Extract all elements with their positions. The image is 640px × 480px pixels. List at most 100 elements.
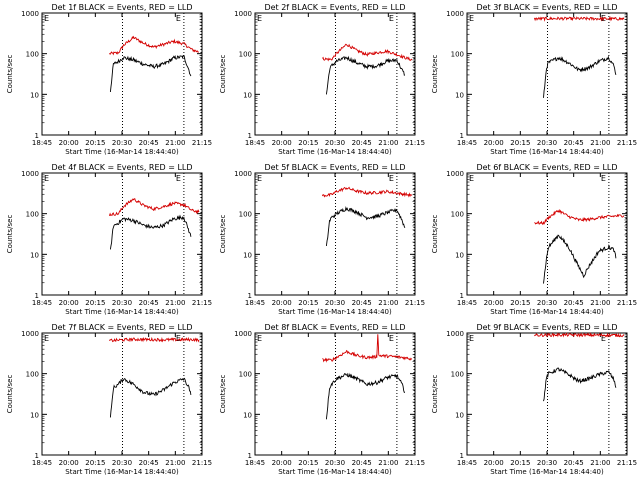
event-marker-label: E bbox=[257, 334, 262, 343]
events-series-line bbox=[543, 234, 617, 284]
detector-panel-4: Det 4f BLACK = Events, RED = LLD Counts/s… bbox=[6, 163, 212, 316]
x-tick-label: 18:45 bbox=[32, 459, 52, 467]
y-tick-label: 10 bbox=[30, 91, 39, 99]
y-tick-label: 100 bbox=[451, 371, 464, 379]
x-tick-label: 20:30 bbox=[537, 299, 557, 307]
x-tick-label: 20:15 bbox=[85, 139, 105, 147]
x-tick-label: 18:45 bbox=[32, 299, 52, 307]
panel-title: Det 1f BLACK = Events, RED = LLD bbox=[51, 3, 192, 12]
event-marker-label: E bbox=[601, 334, 606, 343]
x-tick-label: 21:15 bbox=[192, 299, 212, 307]
y-tick-label: 1 bbox=[248, 132, 252, 140]
panel-title: Det 9f BLACK = Events, RED = LLD bbox=[476, 323, 617, 332]
y-tick-label: 1 bbox=[460, 132, 464, 140]
y-axis-label: Counts/sec bbox=[219, 375, 227, 414]
plot-frame bbox=[41, 172, 203, 296]
y-tick-label: 1 bbox=[248, 292, 252, 300]
y-axis-label: Counts/sec bbox=[6, 55, 14, 94]
x-tick-label: 21:00 bbox=[165, 299, 185, 307]
y-tick-label: 10 bbox=[30, 251, 39, 259]
y-tick-label: 1 bbox=[35, 292, 39, 300]
lld-series-line bbox=[321, 186, 413, 198]
y-axis-label: Counts/sec bbox=[431, 375, 439, 414]
x-axis-label: Start Time (16-Mar-14 18:44:40) bbox=[490, 468, 604, 476]
x-tick-label: 20:15 bbox=[85, 459, 105, 467]
x-tick-label: 20:00 bbox=[484, 459, 504, 467]
y-tick-label: 1 bbox=[460, 292, 464, 300]
events-series-line bbox=[325, 55, 406, 95]
panel-title: Det 4f BLACK = Events, RED = LLD bbox=[51, 163, 192, 172]
x-axis-label: Start Time (16-Mar-14 18:44:40) bbox=[278, 468, 392, 476]
event-marker-label: E bbox=[469, 14, 474, 23]
detector-panel-8: Det 8f BLACK = Events, RED = LLD Counts/s… bbox=[219, 323, 425, 476]
x-tick-label: 20:45 bbox=[564, 139, 584, 147]
y-axis-label: Counts/sec bbox=[431, 215, 439, 254]
y-axis-label: Counts/sec bbox=[6, 375, 14, 414]
event-marker-label: E bbox=[389, 14, 394, 23]
x-tick-label: 21:00 bbox=[590, 139, 610, 147]
y-tick-label: 10 bbox=[243, 411, 252, 419]
x-axis-label: Start Time (16-Mar-14 18:44:40) bbox=[278, 148, 392, 156]
x-tick-label: 21:00 bbox=[165, 139, 185, 147]
event-marker-label: E bbox=[601, 174, 606, 183]
y-tick-label: 1000 bbox=[234, 330, 252, 338]
x-tick-label: 20:15 bbox=[510, 299, 530, 307]
y-tick-label: 1 bbox=[35, 132, 39, 140]
x-tick-label: 21:00 bbox=[590, 299, 610, 307]
y-tick-label: 1000 bbox=[21, 330, 39, 338]
event-marker-label: E bbox=[44, 14, 49, 23]
events-series-line bbox=[109, 214, 192, 250]
x-tick-label: 20:00 bbox=[272, 139, 292, 147]
panel-title: Det 3f BLACK = Events, RED = LLD bbox=[476, 3, 617, 12]
x-tick-label: 18:45 bbox=[245, 299, 265, 307]
lld-series-line bbox=[534, 208, 625, 226]
lld-series-line bbox=[109, 336, 200, 343]
y-tick-label: 1000 bbox=[21, 170, 39, 178]
x-tick-label: 21:00 bbox=[378, 459, 398, 467]
plot-frame bbox=[466, 332, 628, 456]
x-tick-label: 21:00 bbox=[165, 459, 185, 467]
x-tick-label: 20:45 bbox=[352, 299, 372, 307]
x-axis-label: Start Time (16-Mar-14 18:44:40) bbox=[490, 148, 604, 156]
y-tick-label: 100 bbox=[26, 51, 39, 59]
x-axis-label: Start Time (16-Mar-14 18:44:40) bbox=[65, 468, 179, 476]
x-tick-label: 20:15 bbox=[298, 299, 318, 307]
events-series-line bbox=[109, 377, 192, 418]
y-tick-label: 100 bbox=[451, 51, 464, 59]
x-tick-label: 18:45 bbox=[457, 459, 477, 467]
detector-panel-3: Det 3f BLACK = Events, RED = LLD Counts/s… bbox=[431, 3, 637, 156]
y-tick-label: 10 bbox=[243, 251, 252, 259]
y-tick-label: 1000 bbox=[234, 170, 252, 178]
event-marker-label: E bbox=[44, 174, 49, 183]
x-tick-label: 18:45 bbox=[457, 299, 477, 307]
x-tick-label: 21:15 bbox=[405, 459, 425, 467]
y-tick-label: 100 bbox=[26, 211, 39, 219]
plot-frame bbox=[466, 172, 628, 296]
detector-panel-6: Det 6f BLACK = Events, RED = LLD Counts/s… bbox=[431, 163, 637, 316]
y-tick-label: 1000 bbox=[234, 10, 252, 18]
y-tick-label: 1000 bbox=[446, 170, 464, 178]
event-marker-label: E bbox=[257, 174, 262, 183]
detector-panel-9: Det 9f BLACK = Events, RED = LLD Counts/s… bbox=[431, 323, 637, 476]
x-tick-label: 20:30 bbox=[325, 459, 345, 467]
y-tick-label: 100 bbox=[239, 51, 252, 59]
x-tick-label: 20:00 bbox=[484, 299, 504, 307]
x-axis-label: Start Time (16-Mar-14 18:44:40) bbox=[490, 308, 604, 316]
detector-panel-5: Det 5f BLACK = Events, RED = LLD Counts/s… bbox=[219, 163, 425, 316]
x-tick-label: 20:45 bbox=[139, 139, 159, 147]
lld-series-line bbox=[108, 198, 200, 217]
event-marker-label: E bbox=[176, 174, 181, 183]
x-tick-label: 21:00 bbox=[378, 299, 398, 307]
events-series-line bbox=[543, 367, 617, 402]
y-tick-label: 100 bbox=[26, 371, 39, 379]
x-tick-label: 20:45 bbox=[139, 459, 159, 467]
x-tick-label: 20:30 bbox=[325, 299, 345, 307]
x-tick-label: 20:00 bbox=[272, 459, 292, 467]
x-tick-label: 21:00 bbox=[378, 139, 398, 147]
x-tick-label: 20:00 bbox=[59, 459, 79, 467]
y-tick-label: 100 bbox=[239, 211, 252, 219]
events-series-line bbox=[109, 54, 192, 93]
event-marker-label: E bbox=[389, 334, 394, 343]
lld-series-line bbox=[533, 16, 625, 22]
plot-frame bbox=[41, 332, 203, 456]
